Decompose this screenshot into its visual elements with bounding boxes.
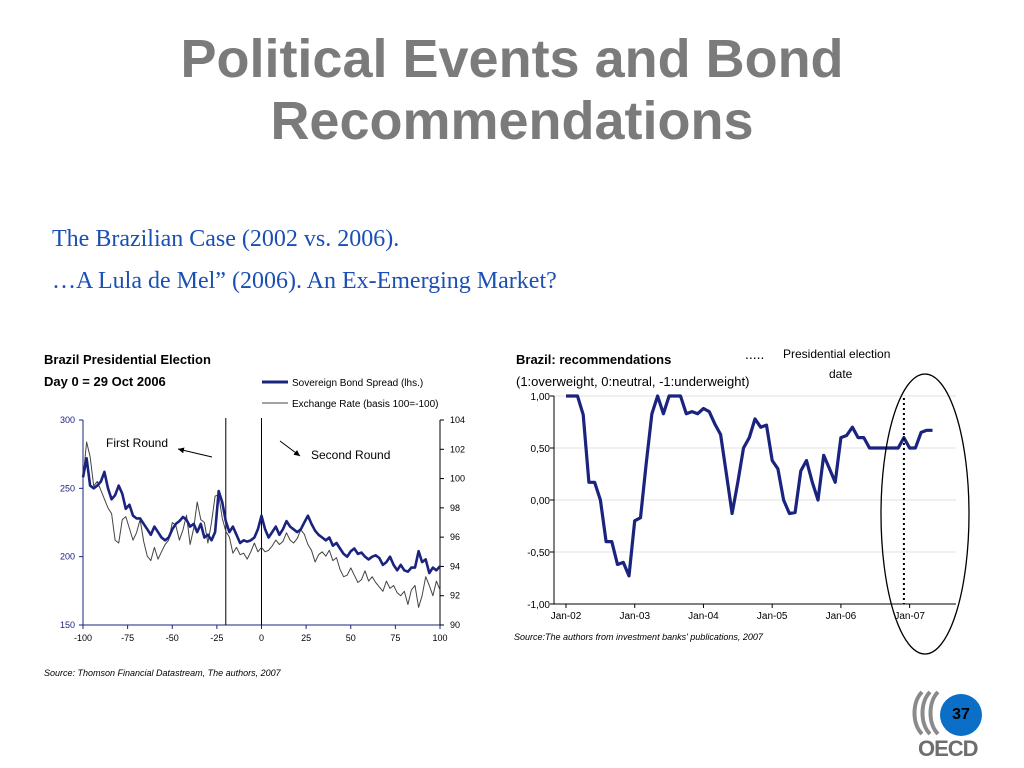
c1-y-left-tick-label: 250 <box>60 483 75 493</box>
chart2-source: Source:The authors from investment banks… <box>514 632 764 642</box>
c1-x-tick-label: -75 <box>121 633 134 643</box>
legend-dotted-marker: ..... <box>745 346 764 362</box>
first-round-arrow <box>177 447 213 458</box>
slide-title: Political Events and Bond Recommendations <box>0 28 1024 152</box>
c2-x-tick-label: Jan-02 <box>551 611 582 622</box>
c1-y-right-tick-label: 92 <box>450 591 460 601</box>
c1-y-right-tick-label: 104 <box>450 415 465 425</box>
second-round-annotation: Second Round <box>311 448 390 462</box>
election-chart: Brazil Presidential Election Day 0 = 29 … <box>44 352 465 678</box>
title-line-2: Recommendations <box>270 91 754 151</box>
recommendations-chart: Brazil: recommendations (1:overweight, 0… <box>514 346 970 655</box>
chart2-title: Brazil: recommendations <box>516 352 671 367</box>
c2-x-tick-label: Jan-05 <box>757 611 788 622</box>
election-highlight-ellipse <box>880 373 970 655</box>
c2-y-tick-label: -0,50 <box>527 548 550 559</box>
legend-election-label-1: Presidential election <box>783 347 890 361</box>
bond-spread-line <box>81 457 441 575</box>
c2-y-tick-label: -1,00 <box>527 600 550 611</box>
chart1-subtitle: Day 0 = 29 Oct 2006 <box>44 374 166 389</box>
c1-x-tick-label: 50 <box>346 633 356 643</box>
chart2-subtitle: (1:overweight, 0:neutral, -1:underweight… <box>516 374 749 389</box>
c1-x-tick-label: 25 <box>301 633 311 643</box>
c2-x-tick-label: Jan-07 <box>894 611 925 622</box>
c1-y-right-tick-label: 102 <box>450 444 465 454</box>
first-round-annotation: First Round <box>106 436 168 450</box>
c1-y-left-tick-label: 300 <box>60 415 75 425</box>
c1-y-right-tick-label: 96 <box>450 532 460 542</box>
legend-fx-label: Exchange Rate (basis 100=-100) <box>292 399 438 410</box>
c1-y-right-tick-label: 98 <box>450 503 460 513</box>
c1-x-tick-label: 0 <box>259 633 264 643</box>
c1-x-tick-label: -100 <box>74 633 92 643</box>
c2-x-tick-label: Jan-06 <box>826 611 857 622</box>
oecd-logo-text: OECD <box>918 736 979 761</box>
second-round-arrow <box>279 440 301 457</box>
legend-election-label-2: date <box>829 367 853 381</box>
title-line-1: Political Events and Bond <box>180 29 844 89</box>
c2-y-tick-label: 1,00 <box>531 392 551 403</box>
c1-x-tick-label: -25 <box>210 633 223 643</box>
c2-y-tick-label: 0,00 <box>531 496 551 507</box>
legend-spread-label: Sovereign Bond Spread (lhs.) <box>292 378 423 389</box>
subtitle-line-2: …A Lula de Mel” (2006). An Ex-Emerging M… <box>52 268 557 294</box>
chart1-source: Source: Thomson Financial Datastream, Th… <box>44 668 282 678</box>
exchange-rate-line <box>82 441 441 608</box>
c1-x-tick-label: -50 <box>166 633 179 643</box>
c1-x-tick-label: 100 <box>432 633 447 643</box>
page-number-badge: 37 <box>940 694 982 736</box>
c1-y-right-tick-label: 94 <box>450 561 460 571</box>
subtitle-line-1: The Brazilian Case (2002 vs. 2006). <box>52 226 400 252</box>
c2-x-tick-label: Jan-04 <box>688 611 719 622</box>
c1-y-right-tick-label: 90 <box>450 620 460 630</box>
c1-y-right-tick-label: 100 <box>450 474 465 484</box>
chart1-title: Brazil Presidential Election <box>44 352 211 367</box>
recommendation-line <box>566 394 933 578</box>
oecd-logo-icon <box>912 690 940 736</box>
c1-x-tick-label: 75 <box>390 633 400 643</box>
c2-x-tick-label: Jan-03 <box>619 611 650 622</box>
c1-y-left-tick-label: 150 <box>60 620 75 630</box>
c1-y-left-tick-label: 200 <box>60 552 75 562</box>
c2-y-tick-label: 0,50 <box>531 444 551 455</box>
